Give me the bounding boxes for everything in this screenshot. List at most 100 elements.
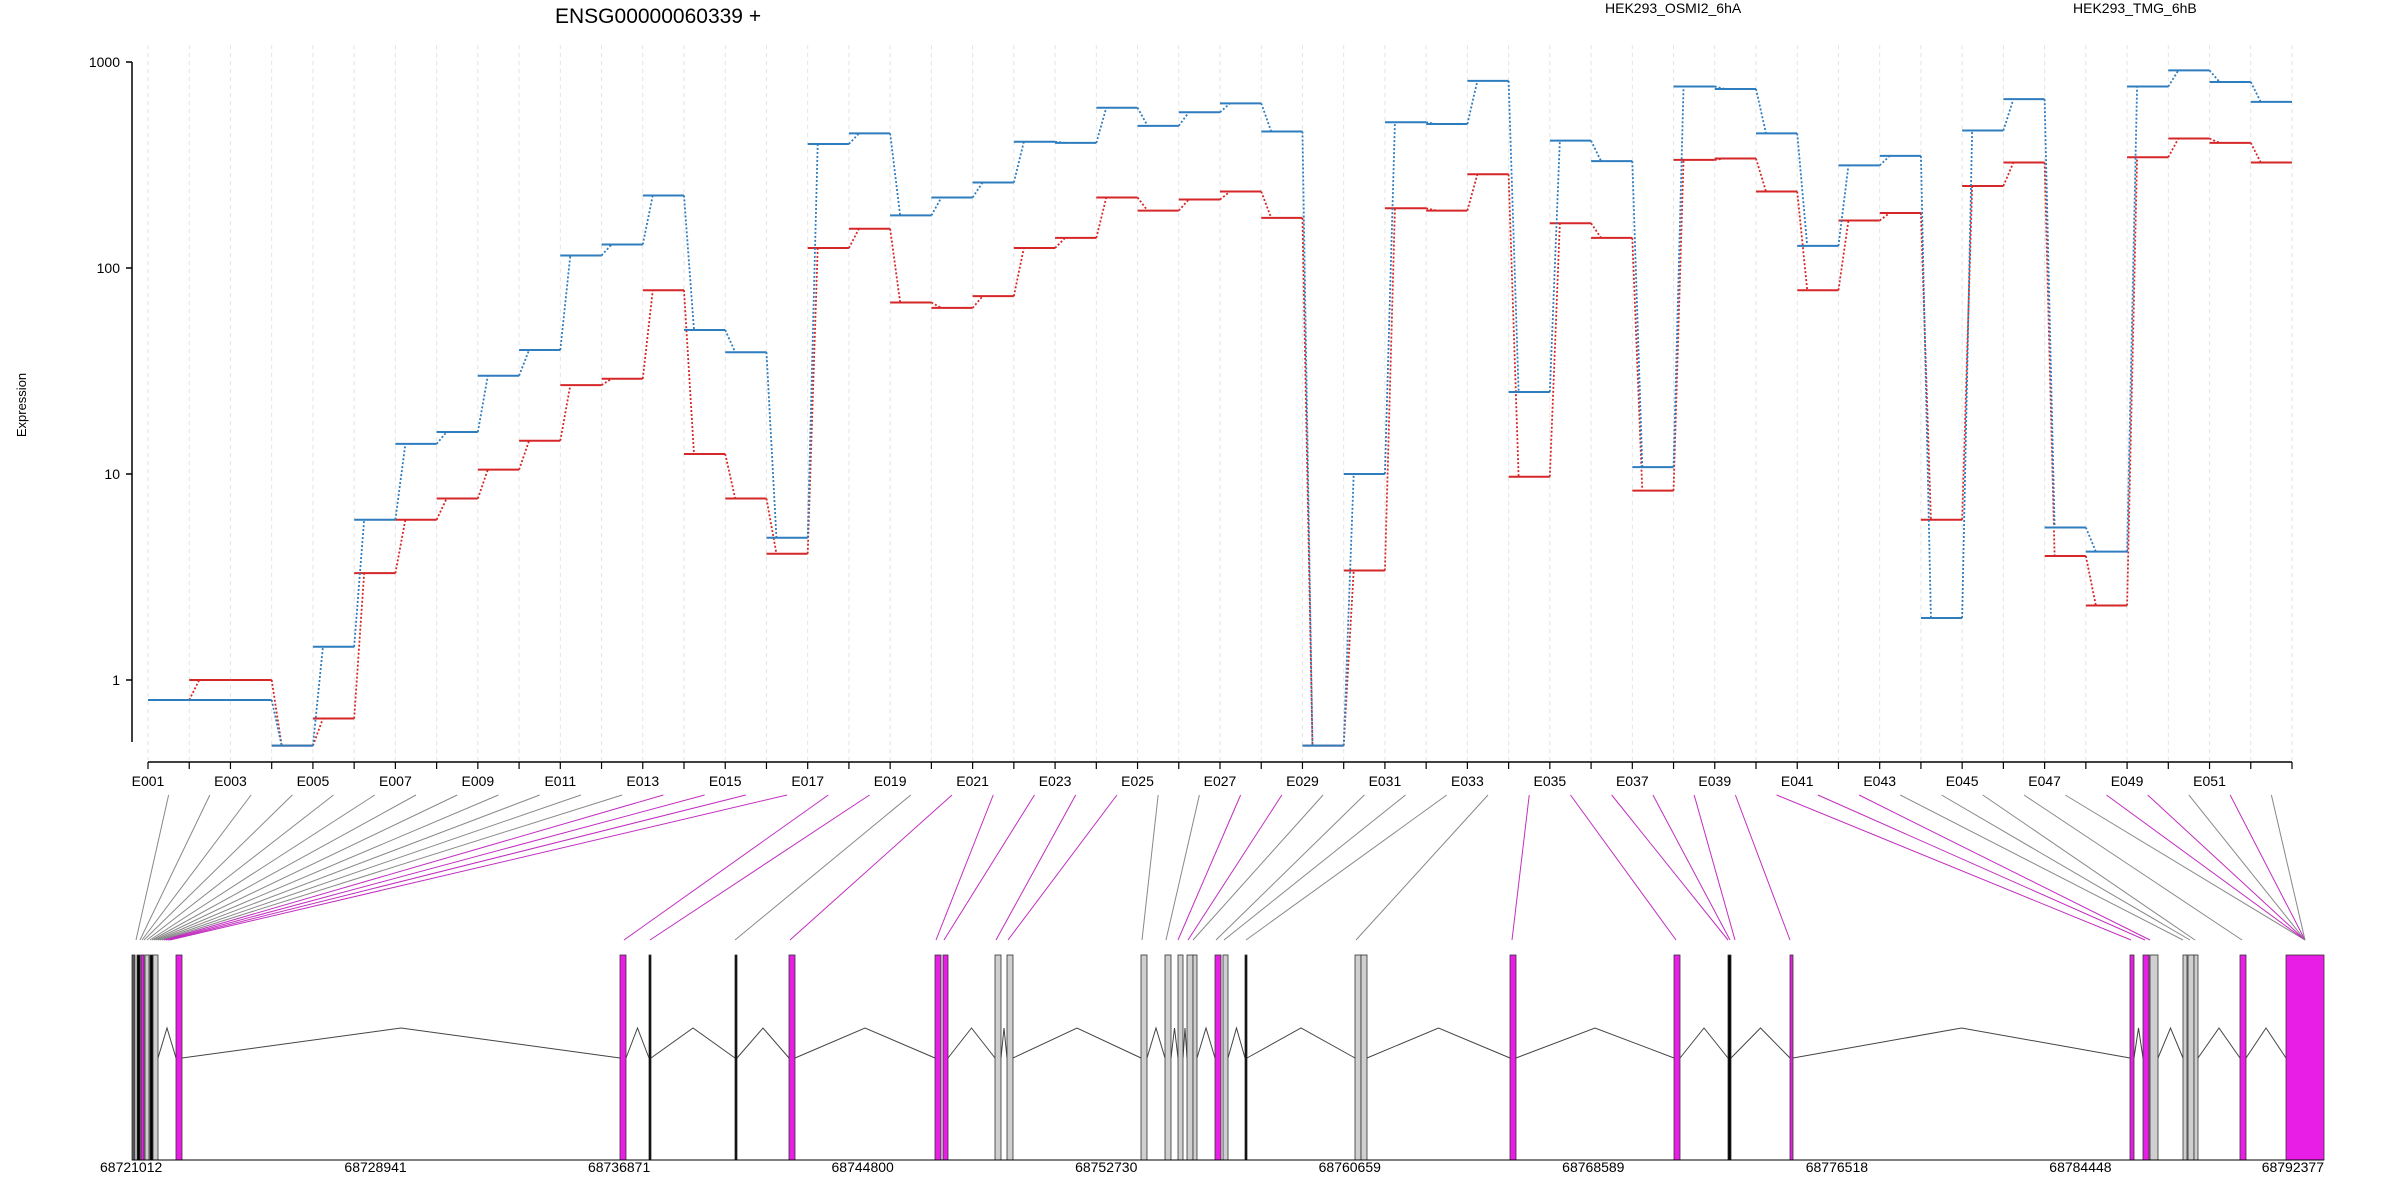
exon-connector [2229,794,2306,941]
series-join [2167,69,2180,88]
series-join [2002,162,2015,187]
exon-connector [1187,794,1283,941]
series-join [1879,212,1891,222]
exon-block [942,954,949,1161]
exon-block [2187,954,2195,1161]
series-join [435,498,448,521]
exon-block [1244,954,1248,1161]
series-join [600,243,613,257]
series-join [1178,198,1190,212]
series-join [518,349,530,377]
series-join [1260,103,1273,132]
series-join [353,573,366,719]
exon-connector [1900,794,2184,941]
exon-connector [139,794,211,941]
series-join [1384,122,1396,475]
exon-block [788,954,796,1161]
series-join [2043,162,2056,556]
series-lines [148,69,2292,747]
series-join [1095,197,1108,239]
series-1 [148,69,2292,747]
x-tick-label: E009 [461,773,494,789]
intron-line [1679,1027,1729,1059]
series-join [394,519,407,574]
exon-connector [161,794,623,941]
series-join [971,182,984,198]
series-join [559,255,572,351]
series-join [1012,141,1025,183]
series-join [889,228,902,303]
series-join [270,679,283,746]
exon-connector [157,794,540,941]
exon-connector [1858,794,2151,941]
series-join [641,195,654,245]
series-join [1920,212,1932,520]
genomic-tick-label: 68776518 [1806,1159,1869,1175]
series-join [1548,140,1561,393]
exon-block [2182,954,2188,1161]
exon-connector [943,794,1035,941]
intron-line [1730,1027,1791,1059]
series-join [601,377,613,386]
exon-connector [623,794,829,941]
intron-line [794,1027,936,1059]
chart-title: ENSG00000060339 + [555,5,761,28]
exon-block [131,954,136,1161]
series-join [1672,86,1685,468]
exon-connector [2106,794,2306,941]
series-join [1136,107,1149,127]
exon-connector [1652,794,1731,941]
x-tick-label: E041 [1781,773,1814,789]
series-join [1837,165,1850,247]
exon-block [2239,954,2247,1161]
series-join [312,646,324,746]
legend-label-osmi2: HEK293_OSMI2_6hA [1605,0,1742,16]
series-join [1548,223,1561,477]
exon-block [1509,954,1517,1161]
x-axis: E001 E003 E005 E007 E009 E011 E013 E015 E017 E019… [132,761,2293,789]
series-join [1260,191,1273,219]
exon-connector [1192,794,1324,941]
exon-block [1164,954,1172,1161]
series-join [476,375,489,433]
genomic-axis: 68721012 68728941 68736871 68744800 68752730… [100,1159,2324,1175]
genomic-tick-label: 68784448 [2049,1159,2112,1175]
exon-connector [1734,794,1791,941]
series-join [1590,222,1602,239]
series-join [1219,190,1231,201]
exon-block [1214,954,1222,1161]
intron-line [2245,1027,2287,1059]
exon-block [1360,954,1368,1161]
grid-lines [147,45,2293,760]
exon-connector [1693,794,1736,941]
x-tick-label: E001 [132,773,165,789]
series-join [889,133,902,216]
exon-block [1673,954,1681,1161]
exon-connector [146,794,334,941]
exon-block [140,954,145,1161]
series-join [1178,111,1190,127]
series-join [476,469,489,499]
exon-connector [1982,794,2196,941]
x-tick-label: E007 [379,773,412,789]
intron-line [650,1027,736,1059]
series-join [1012,247,1025,297]
exon-connector [167,794,746,941]
intron-line [1012,1027,1142,1059]
series-join [1136,196,1149,212]
exon-connectors [135,794,2306,941]
x-tick-label: E029 [1286,773,1319,789]
series-join [1384,208,1396,571]
exon-block [2193,954,2199,1161]
series-join [518,440,530,470]
x-tick-label: E011 [544,773,576,789]
y-tick-label: 10 [104,466,120,482]
y-axis: 1 10 100 1000 [89,54,133,742]
series-join [1301,217,1314,746]
x-tick-label: E021 [956,773,989,789]
series-join [1054,237,1066,249]
exon-block [1186,954,1194,1161]
series-join [971,295,984,309]
series-join [2208,69,2221,83]
series-join [2167,138,2180,158]
